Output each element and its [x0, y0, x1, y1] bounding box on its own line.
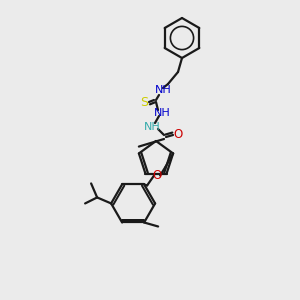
- Text: S: S: [140, 95, 148, 109]
- Text: NH: NH: [154, 85, 171, 95]
- Text: O: O: [152, 169, 162, 182]
- Text: O: O: [173, 128, 183, 142]
- Text: NH: NH: [144, 122, 160, 132]
- Text: NH: NH: [154, 108, 170, 118]
